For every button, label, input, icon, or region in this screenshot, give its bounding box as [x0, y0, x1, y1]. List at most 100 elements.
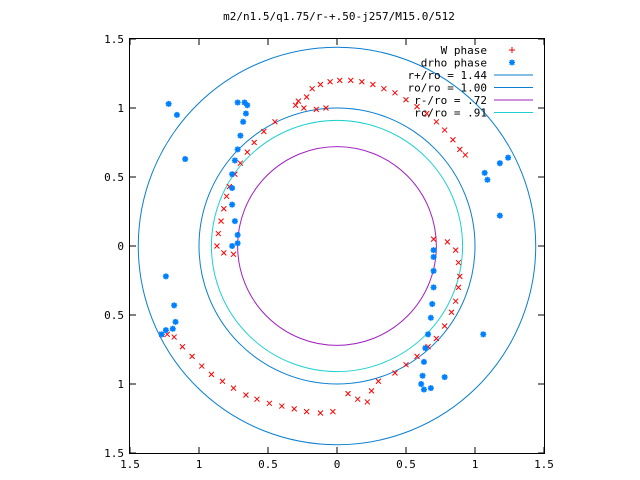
- cross-mark: [455, 259, 462, 266]
- asterisk-mark: [427, 314, 434, 321]
- asterisk-mark: [427, 385, 434, 392]
- series-1-point-8: [237, 132, 244, 139]
- asterisk-mark: [496, 212, 503, 219]
- series-1-point-4: [241, 99, 248, 106]
- series-0-point-4: [336, 77, 343, 84]
- series-1-point-0: [165, 100, 172, 107]
- legend-swatch-0: [509, 47, 515, 53]
- series-1-point-17: [229, 243, 236, 249]
- cross-mark: [450, 136, 456, 143]
- series-0-point-39: [452, 247, 459, 253]
- asterisk-mark: [484, 176, 491, 183]
- y-tick-label: 1.5: [104, 447, 124, 460]
- chart-title: m2/n1.5/q1.75/r-+.50-j257/M15.0/512: [223, 10, 455, 23]
- series-0-point-6: [358, 78, 365, 85]
- asterisk-mark: [430, 247, 437, 254]
- cross-mark: [208, 371, 215, 378]
- cross-mark: [347, 77, 354, 84]
- cross-mark: [345, 390, 351, 397]
- cross-mark: [171, 334, 178, 340]
- cross-mark: [244, 149, 251, 156]
- asterisk-mark: [429, 300, 436, 307]
- asterisk-mark: [425, 331, 432, 338]
- series-0-point-54: [354, 396, 361, 403]
- cross-mark: [423, 110, 430, 117]
- circle-2: [237, 146, 437, 346]
- series-0-point-44: [448, 309, 455, 316]
- cross-mark: [448, 309, 455, 316]
- asterisk-mark: [496, 160, 503, 167]
- cross-mark: [220, 250, 227, 256]
- asterisk-mark: [241, 99, 248, 106]
- series-1-point-15: [234, 231, 241, 238]
- asterisk-mark: [231, 157, 238, 164]
- cross-mark: [272, 118, 278, 125]
- plot-frame: [129, 38, 545, 454]
- series-1-point-11: [229, 171, 236, 178]
- asterisk-mark: [430, 254, 437, 261]
- cross-mark: [301, 105, 307, 111]
- legend-swatch-1: [509, 59, 515, 66]
- series-0-point-46: [433, 335, 440, 342]
- cross-mark: [218, 218, 224, 225]
- asterisk-mark: [234, 146, 241, 153]
- series-0-point-61: [266, 400, 273, 407]
- series-0-point-14: [441, 127, 448, 133]
- series-0-point-55: [345, 390, 351, 397]
- series-0-point-18: [295, 98, 302, 104]
- asterisk-mark: [173, 111, 180, 118]
- cross-mark: [433, 335, 440, 342]
- cross-mark: [403, 361, 409, 368]
- series-0-point-0: [303, 94, 310, 100]
- asterisk-mark: [229, 171, 236, 178]
- series-0-point-42: [455, 284, 462, 291]
- series-0-point-22: [323, 105, 329, 111]
- series-0-point-52: [368, 388, 375, 394]
- asterisk-mark: [430, 267, 437, 274]
- series-1-point-14: [231, 218, 238, 225]
- series-0-point-43: [452, 298, 459, 305]
- cross-mark: [251, 139, 258, 146]
- series-1-point-32: [427, 314, 434, 321]
- series-0-point-32: [218, 218, 224, 225]
- series-0-point-45: [441, 323, 448, 329]
- series-0-point-70: [171, 334, 178, 340]
- series-0-point-57: [317, 410, 324, 416]
- series-1-point-41: [172, 318, 179, 325]
- asterisk-mark: [481, 169, 488, 176]
- asterisk-mark: [165, 100, 172, 107]
- series-0-point-25: [251, 139, 258, 146]
- legend-label-2: r+/ro = 1.44: [408, 69, 488, 82]
- series-0-point-33: [215, 230, 222, 237]
- series-0-point-20: [301, 105, 307, 111]
- series-1-point-22: [496, 212, 503, 219]
- cross-mark: [223, 193, 230, 200]
- series-0-point-30: [223, 193, 230, 200]
- reference-circles: [137, 46, 537, 446]
- legend-label-1: drho phase: [421, 57, 487, 70]
- legend-label-5: rc/ro = .91: [414, 107, 487, 120]
- cross-mark: [336, 77, 343, 84]
- series-1-point-6: [242, 110, 249, 117]
- series-1-point-21: [505, 154, 512, 161]
- y-tick-label: 1: [117, 102, 124, 115]
- cross-mark: [392, 370, 398, 376]
- asterisk-mark: [162, 327, 169, 334]
- y-tick-label: 0.5: [104, 171, 124, 184]
- legend-label-4: r-/ro = .72: [414, 94, 487, 107]
- series-0-point-59: [291, 405, 298, 412]
- asterisk-mark: [420, 386, 427, 393]
- series-1-point-43: [162, 273, 169, 280]
- series-0-point-37: [430, 236, 437, 242]
- asterisk-mark: [158, 331, 165, 338]
- cross-mark: [403, 96, 409, 103]
- cross-mark: [323, 105, 329, 111]
- y-tick-label: 1: [117, 378, 124, 391]
- cross-mark: [330, 408, 336, 415]
- circle-3: [210, 119, 464, 373]
- series-1-point-7: [240, 118, 247, 125]
- series-0-point-63: [243, 392, 249, 398]
- series-0-point-69: [179, 343, 186, 350]
- y-tick-label: 0.5: [104, 309, 124, 322]
